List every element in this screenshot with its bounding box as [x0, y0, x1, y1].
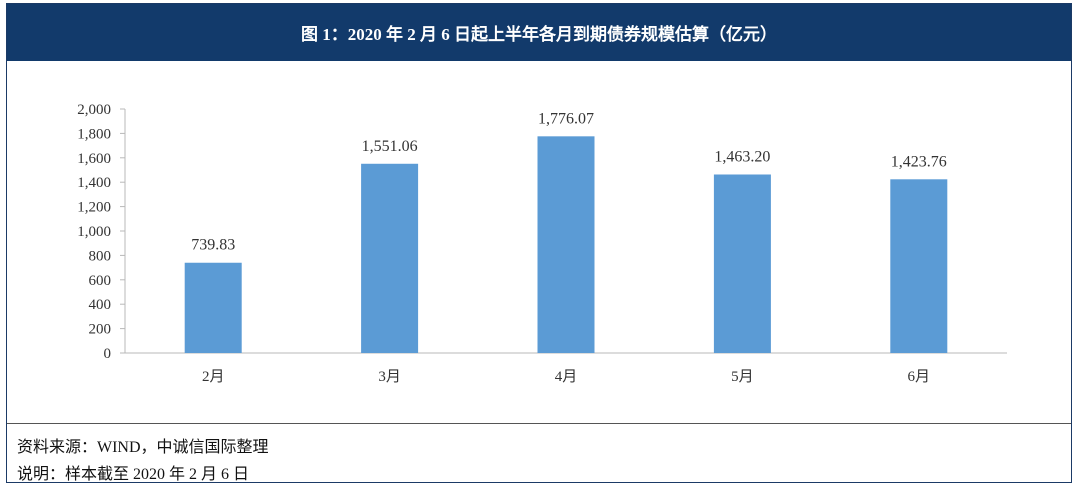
y-tick-label: 400 — [89, 297, 112, 313]
y-tick-label: 600 — [89, 273, 112, 289]
sample-note: 说明：样本截至 2020 年 2 月 6 日 — [17, 466, 250, 483]
y-tick-label: 800 — [89, 248, 112, 264]
y-tick-label: 1,200 — [77, 200, 111, 216]
data-label: 1,423.76 — [891, 153, 947, 170]
bar — [890, 179, 948, 353]
data-label: 1,463.20 — [714, 148, 770, 165]
chart-title: 图 1：2020 年 2 月 6 日起上半年各月到期债券规模估算（亿元） — [7, 4, 1071, 61]
y-tick-label: 1,000 — [77, 224, 111, 240]
bar — [184, 262, 242, 353]
data-label: 1,551.06 — [362, 138, 418, 155]
x-tick-label: 5月 — [731, 369, 754, 385]
bar — [537, 136, 595, 353]
source-note: 资料来源：WIND，中诚信国际整理 — [17, 439, 269, 456]
y-tick-label: 2,000 — [77, 102, 111, 118]
x-tick-label: 2月 — [202, 369, 225, 385]
chart-area: 0 200 400 600 800 1,000 1,200 1,400 1,600 1,800 2,… — [7, 61, 1071, 423]
bars: 739.83 1,551.06 1,776.07 1,463.20 1,423.76 — [184, 110, 948, 353]
data-label: 1,776.07 — [538, 110, 594, 127]
chart-frame: 图 1：2020 年 2 月 6 日起上半年各月到期债券规模估算（亿元） 0 20… — [6, 3, 1072, 483]
data-label: 739.83 — [191, 237, 235, 254]
y-tick-label: 1,800 — [77, 126, 111, 142]
y-tick-label: 0 — [104, 346, 112, 362]
bar-chart: 0 200 400 600 800 1,000 1,200 1,400 1,600 1,800 2,… — [77, 102, 1007, 385]
bar — [713, 174, 771, 353]
x-axis: 2月 3月 4月 5月 6月 — [125, 352, 1007, 385]
x-tick-label: 6月 — [908, 369, 931, 385]
y-tick-label: 1,400 — [77, 175, 111, 191]
y-axis: 0 200 400 600 800 1,000 1,200 1,400 1,600 1,800 2,… — [77, 102, 126, 362]
bar — [361, 163, 419, 353]
y-tick-label: 1,600 — [77, 151, 111, 167]
x-tick-label: 3月 — [378, 369, 401, 385]
y-tick-label: 200 — [89, 322, 112, 338]
notes-section: 资料来源：WIND，中诚信国际整理 说明：样本截至 2020 年 2 月 6 日 — [7, 423, 1071, 485]
x-tick-label: 4月 — [555, 369, 578, 385]
